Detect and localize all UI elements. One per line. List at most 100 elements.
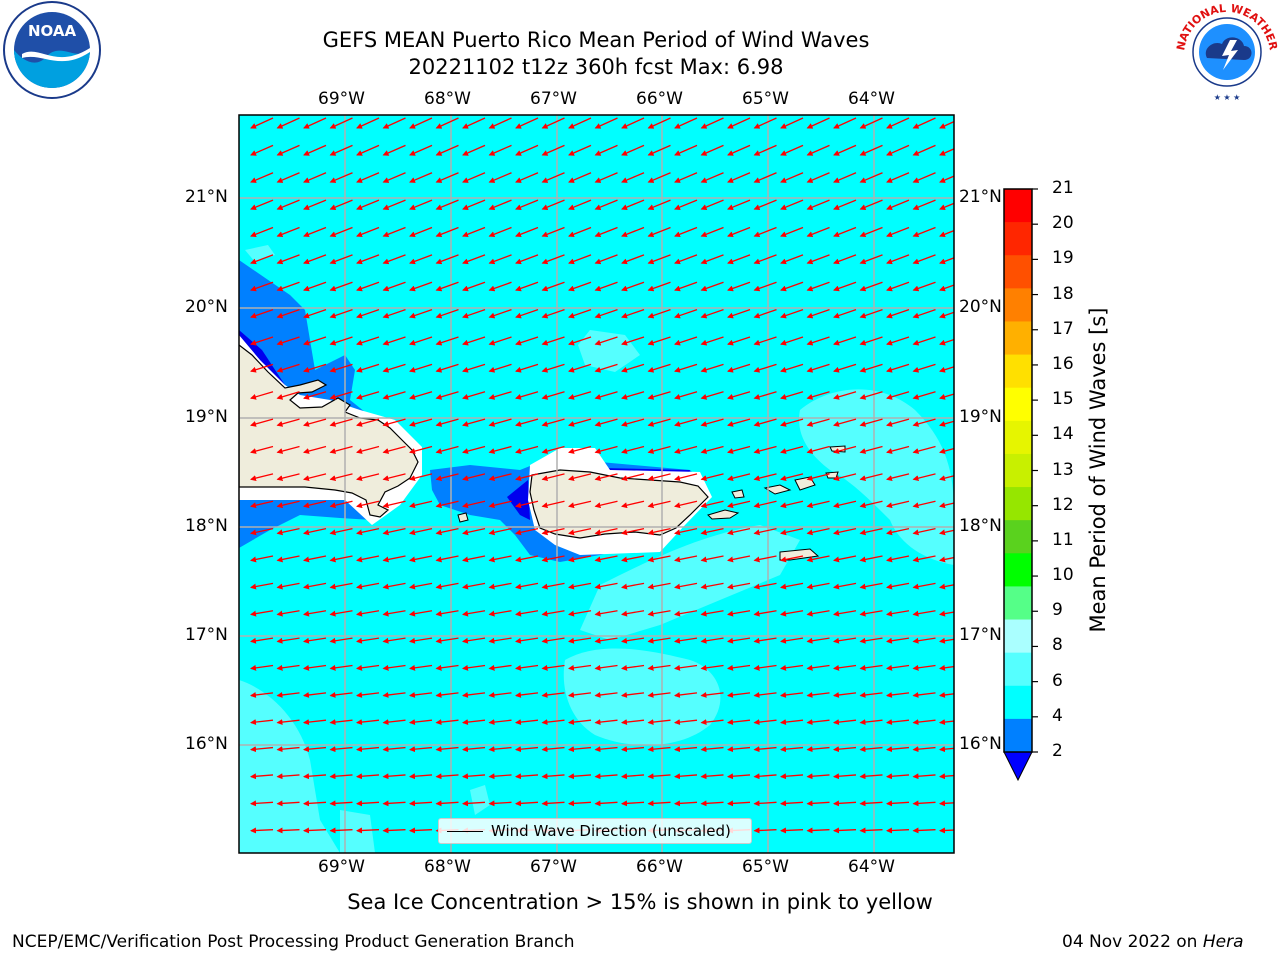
wind-wave-arrow: [727, 527, 751, 536]
wind-wave-arrow: [753, 500, 777, 509]
wind-wave-arrow: [594, 664, 618, 671]
colorbar-segment: [1004, 222, 1032, 256]
wind-wave-arrow: [753, 391, 777, 400]
footer-producer: NCEP/EMC/Verification Post Processing Pr…: [12, 932, 575, 952]
wind-wave-arrow: [409, 610, 433, 617]
wind-wave-arrow: [621, 500, 645, 509]
wind-wave-arrow: [303, 473, 327, 482]
wind-wave-arrow: [329, 172, 353, 183]
wind-wave-arrow: [886, 610, 910, 617]
wind-wave-arrow: [939, 420, 954, 427]
wind-wave-arrow: [303, 637, 327, 644]
wind-wave-arrow: [753, 582, 777, 590]
colorbar-tick-label: 4: [1052, 705, 1063, 726]
wind-wave-arrow: [568, 254, 592, 265]
lon-label-bottom-65w: 65°W: [742, 857, 789, 877]
wind-wave-arrow: [462, 254, 486, 265]
wind-wave-arrow: [806, 773, 830, 780]
wind-wave-arrow: [250, 172, 274, 183]
wind-wave-arrow: [568, 637, 592, 644]
wind-wave-arrow: [700, 336, 724, 346]
wind-wave-arrow: [806, 664, 830, 671]
wind-wave-arrow: [912, 199, 936, 210]
wind-wave-arrow: [488, 719, 512, 726]
wind-wave-arrow: [541, 773, 565, 780]
wind-wave-arrow: [939, 691, 954, 698]
wind-wave-arrow: [753, 144, 777, 156]
wind-wave-arrow: [488, 664, 512, 671]
wind-wave-arrow: [276, 637, 300, 644]
wind-wave-arrow: [859, 664, 883, 671]
chart-title: GEFS MEAN Puerto Rico Mean Period of Win…: [322, 28, 870, 52]
wind-wave-arrow: [833, 691, 857, 698]
wind-wave-arrow: [435, 281, 459, 292]
wind-wave-arrow: [753, 226, 777, 238]
lat-label-right-21n: 21°N: [959, 187, 1002, 207]
wind-wave-arrow: [780, 172, 804, 183]
wind-wave-arrow: [647, 691, 671, 698]
wind-wave-arrow: [568, 144, 592, 156]
wind-wave-arrow: [462, 800, 486, 807]
wind-wave-arrow: [382, 117, 406, 129]
wind-wave-arrow: [939, 529, 954, 536]
legend-label: Wind Wave Direction (unscaled): [491, 822, 731, 840]
wind-wave-arrow: [276, 281, 300, 292]
wind-wave-arrow: [409, 582, 433, 590]
wind-wave-arrow: [435, 500, 459, 509]
wind-wave-arrow: [409, 746, 433, 753]
wind-wave-arrow: [488, 527, 512, 536]
wind-wave-arrow: [912, 800, 936, 807]
wind-wave-arrow: [435, 254, 459, 265]
wind-wave-arrow: [700, 610, 724, 617]
wind-wave-arrow: [568, 172, 592, 183]
wind-wave-arrow: [382, 363, 406, 373]
wind-wave-arrow: [515, 555, 539, 563]
wind-wave-arrow: [250, 445, 274, 454]
wind-wave-arrow: [886, 445, 910, 454]
wind-wave-arrow: [647, 773, 671, 780]
wind-wave-arrow: [753, 691, 777, 698]
wind-wave-arrow: [382, 172, 406, 183]
wind-wave-arrow: [886, 473, 910, 482]
wind-wave-arrow: [647, 418, 671, 427]
wind-wave-arrow: [276, 473, 300, 482]
wind-wave-arrow: [541, 719, 565, 726]
wind-wave-arrow: [727, 746, 751, 753]
wind-wave-arrow: [462, 199, 486, 210]
wind-wave-arrow: [806, 391, 830, 400]
wind-wave-arrow: [488, 117, 512, 129]
wind-wave-arrow: [833, 473, 857, 482]
wind-wave-arrow: [541, 610, 565, 617]
wind-wave-arrow: [806, 827, 830, 834]
wind-wave-arrow: [488, 226, 512, 238]
colorbar-segment: [1004, 354, 1032, 389]
wind-wave-arrow: [382, 281, 406, 292]
wind-wave-arrow: [594, 363, 618, 373]
wind-wave-arrow: [780, 144, 804, 156]
wind-wave-arrow: [674, 281, 698, 292]
wind-wave-arrow: [700, 582, 724, 590]
wind-wave-arrow: [833, 254, 857, 265]
wind-wave-arrow: [488, 391, 512, 400]
wind-wave-arrow: [488, 691, 512, 698]
wind-wave-arrow: [435, 336, 459, 346]
wind-wave-arrow: [727, 500, 751, 509]
wind-wave-arrow: [568, 746, 592, 753]
wind-wave-arrow: [594, 418, 618, 427]
wind-wave-arrow: [939, 393, 954, 400]
wind-wave-arrow: [541, 199, 565, 210]
wind-wave-arrow: [886, 800, 910, 807]
wind-wave-arrow: [382, 144, 406, 156]
wind-wave-arrow: [674, 555, 698, 563]
wind-wave-arrow: [753, 363, 777, 373]
wind-wave-arrow: [435, 226, 459, 238]
wind-wave-arrow: [356, 308, 380, 319]
wind-wave-arrow: [382, 445, 406, 454]
wind-wave-arrow: [276, 527, 300, 536]
wind-wave-arrow: [806, 500, 830, 509]
wind-wave-arrow: [727, 582, 751, 590]
map-frame: [238, 114, 955, 854]
lon-label-bottom-67w: 67°W: [530, 857, 577, 877]
wind-wave-arrow: [515, 691, 539, 698]
wind-wave-arrow: [806, 637, 830, 644]
